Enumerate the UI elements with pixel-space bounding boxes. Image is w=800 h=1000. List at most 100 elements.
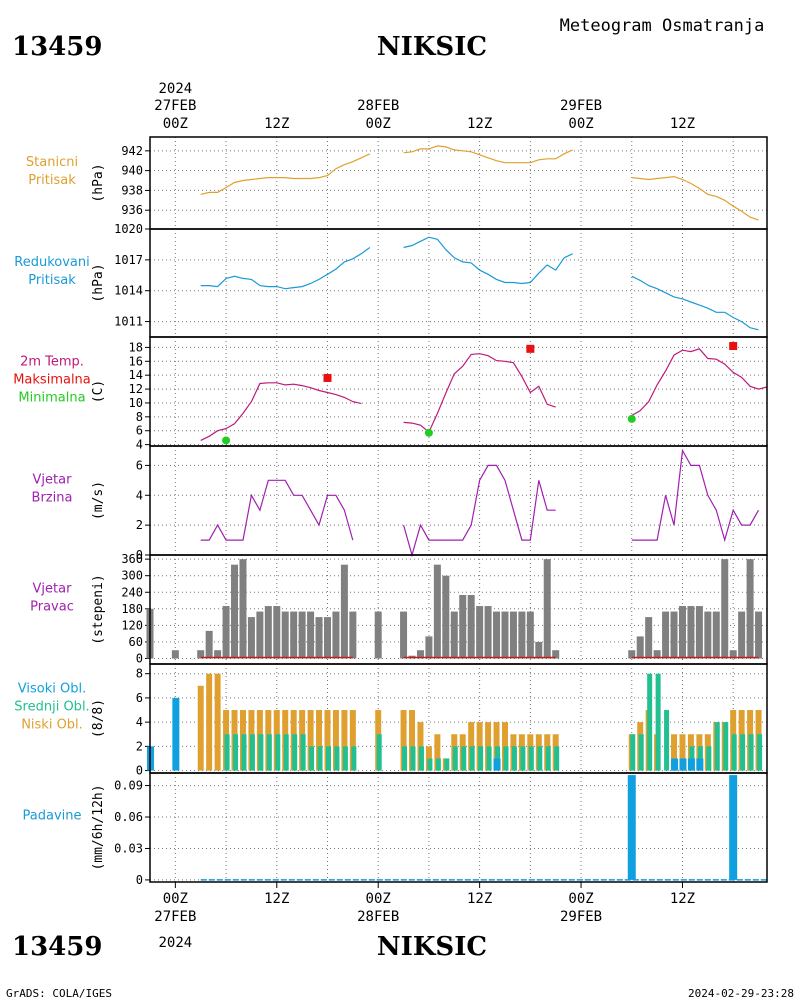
wind-dir-bar [256,611,264,659]
mid-cloud-bar [351,746,357,771]
time-tick-bottom: 00Z [568,891,593,907]
mid-cloud-bar [461,746,467,771]
time-tick-bottom: 12Z [670,891,695,907]
precip-bar [729,775,738,880]
mid-cloud-bar [410,746,416,771]
y-tick-label: 0.06 [114,810,143,824]
wind-dir-bar [678,606,686,659]
y-tick-label: 60 [129,635,143,649]
high-cloud-bar [172,697,180,771]
wind-dir-bar [543,559,551,659]
wind-dir-bar [552,650,560,659]
panel-label: Niski Obl. [21,718,83,733]
mid-cloud-bar [469,746,475,771]
y-tick-label: 4 [136,438,143,452]
wind-dir-bar [214,650,222,659]
date-label-top: 28FEB [357,98,399,114]
mid-cloud-bar [486,746,492,771]
wind-dir-bar [653,650,661,659]
y-tick-label: 18 [129,340,143,354]
high-cloud-bar [687,758,695,771]
y-tick-label: 16 [129,354,143,368]
y-tick-label: 8 [136,667,143,681]
wind-dir-bar [307,611,315,659]
wind-dir-bar [281,611,289,659]
high-cloud-bar [679,758,687,771]
wind-dir-bar [636,636,644,659]
wind-dir-bar [687,606,695,659]
mid-cloud-bar [528,746,534,771]
mid-cloud-bar [731,734,737,771]
time-tick-bottom: 00Z [163,891,188,907]
y-tick-label: 0 [136,651,143,665]
mid-cloud-bar [706,746,712,771]
mid-cloud-bar [292,734,298,771]
wind-dir-bar [374,611,382,659]
mid-cloud-bar [714,722,720,771]
y-tick-label: 0.09 [114,779,143,793]
mid-cloud-bar [748,734,754,771]
y-axis-unit: (stepeni) [91,574,106,644]
tmax-marker [526,344,535,353]
panel-label: Pritisak [28,173,76,188]
panel-frame [149,772,768,883]
wind-dir-bar [332,611,340,659]
mid-cloud-bar [342,746,348,771]
mid-cloud-bar [452,746,458,771]
mid-cloud-bar [376,734,382,771]
wind-dir-bar [670,611,678,659]
panel-label: Pravac [30,600,74,615]
wind-dir-bar [695,606,703,659]
tmin-marker [627,414,636,423]
low-cloud-bar [307,710,314,771]
wind-dir-bar [501,611,509,659]
panel-label: Padavine [23,809,82,824]
mid-cloud-bar [630,734,636,771]
y-tick-label: 0 [136,764,143,778]
wind-dir-bar [171,650,179,659]
mid-cloud-bar [444,758,450,771]
panel-wind: 6 4 2 0 (m/s) Vjetar Brzina [32,445,768,562]
time-tick-top: 12Z [264,116,289,132]
low-cloud-bar [679,734,686,771]
tmax-marker [729,342,738,351]
panel-label: Vjetar [33,473,73,488]
date-label-top: 29FEB [560,98,602,114]
y-tick-label: 14 [129,368,143,382]
station-id-bottom: 13459 [12,932,102,962]
wind-speed-line [200,479,354,541]
wind-dir-bar [526,611,534,659]
mid-cloud-bar [418,746,424,771]
temperature-line [200,382,362,441]
wind-dir-bar [535,641,543,659]
wind-dir-bar [450,611,458,659]
wind-dir-bar [340,564,348,659]
wind-dir-bar [433,564,441,659]
low-cloud-bar [197,685,204,771]
time-tick-top: 00Z [163,116,188,132]
panel-cloud: 8 6 4 2 0 (8/8) Visoki Obl. Srednji Obl. Niski O… [14,663,768,778]
mid-cloud-bar [249,734,255,771]
mid-cloud-bar [435,758,441,771]
date-label-bottom: 29FEB [560,909,602,925]
product-title: Meteogram Osmatranja [560,16,765,36]
low-cloud-bar [671,734,678,771]
mid-cloud-bar [241,734,247,771]
y-tick-label: 120 [121,618,143,632]
y-tick-label: 1011 [114,315,143,329]
panels: 942940938936(hPa)StanicniPritisak1020101… [13,136,768,887]
panel-label: Srednji Obl. [14,700,89,715]
tmin-marker [424,428,433,437]
wind-dir-bar [476,606,484,659]
wind-dir-bar [290,611,298,659]
mid-cloud-bar [233,734,239,771]
mid-cloud-bar [545,746,551,771]
mid-cloud-bar [638,734,644,771]
y-tick-label: 12 [129,382,143,396]
y-tick-label: 180 [121,602,143,616]
reduced-pressure-line [631,275,759,331]
y-axis-unit: (mm/6h/12h) [91,784,106,870]
wind-dir-bar [205,630,213,659]
